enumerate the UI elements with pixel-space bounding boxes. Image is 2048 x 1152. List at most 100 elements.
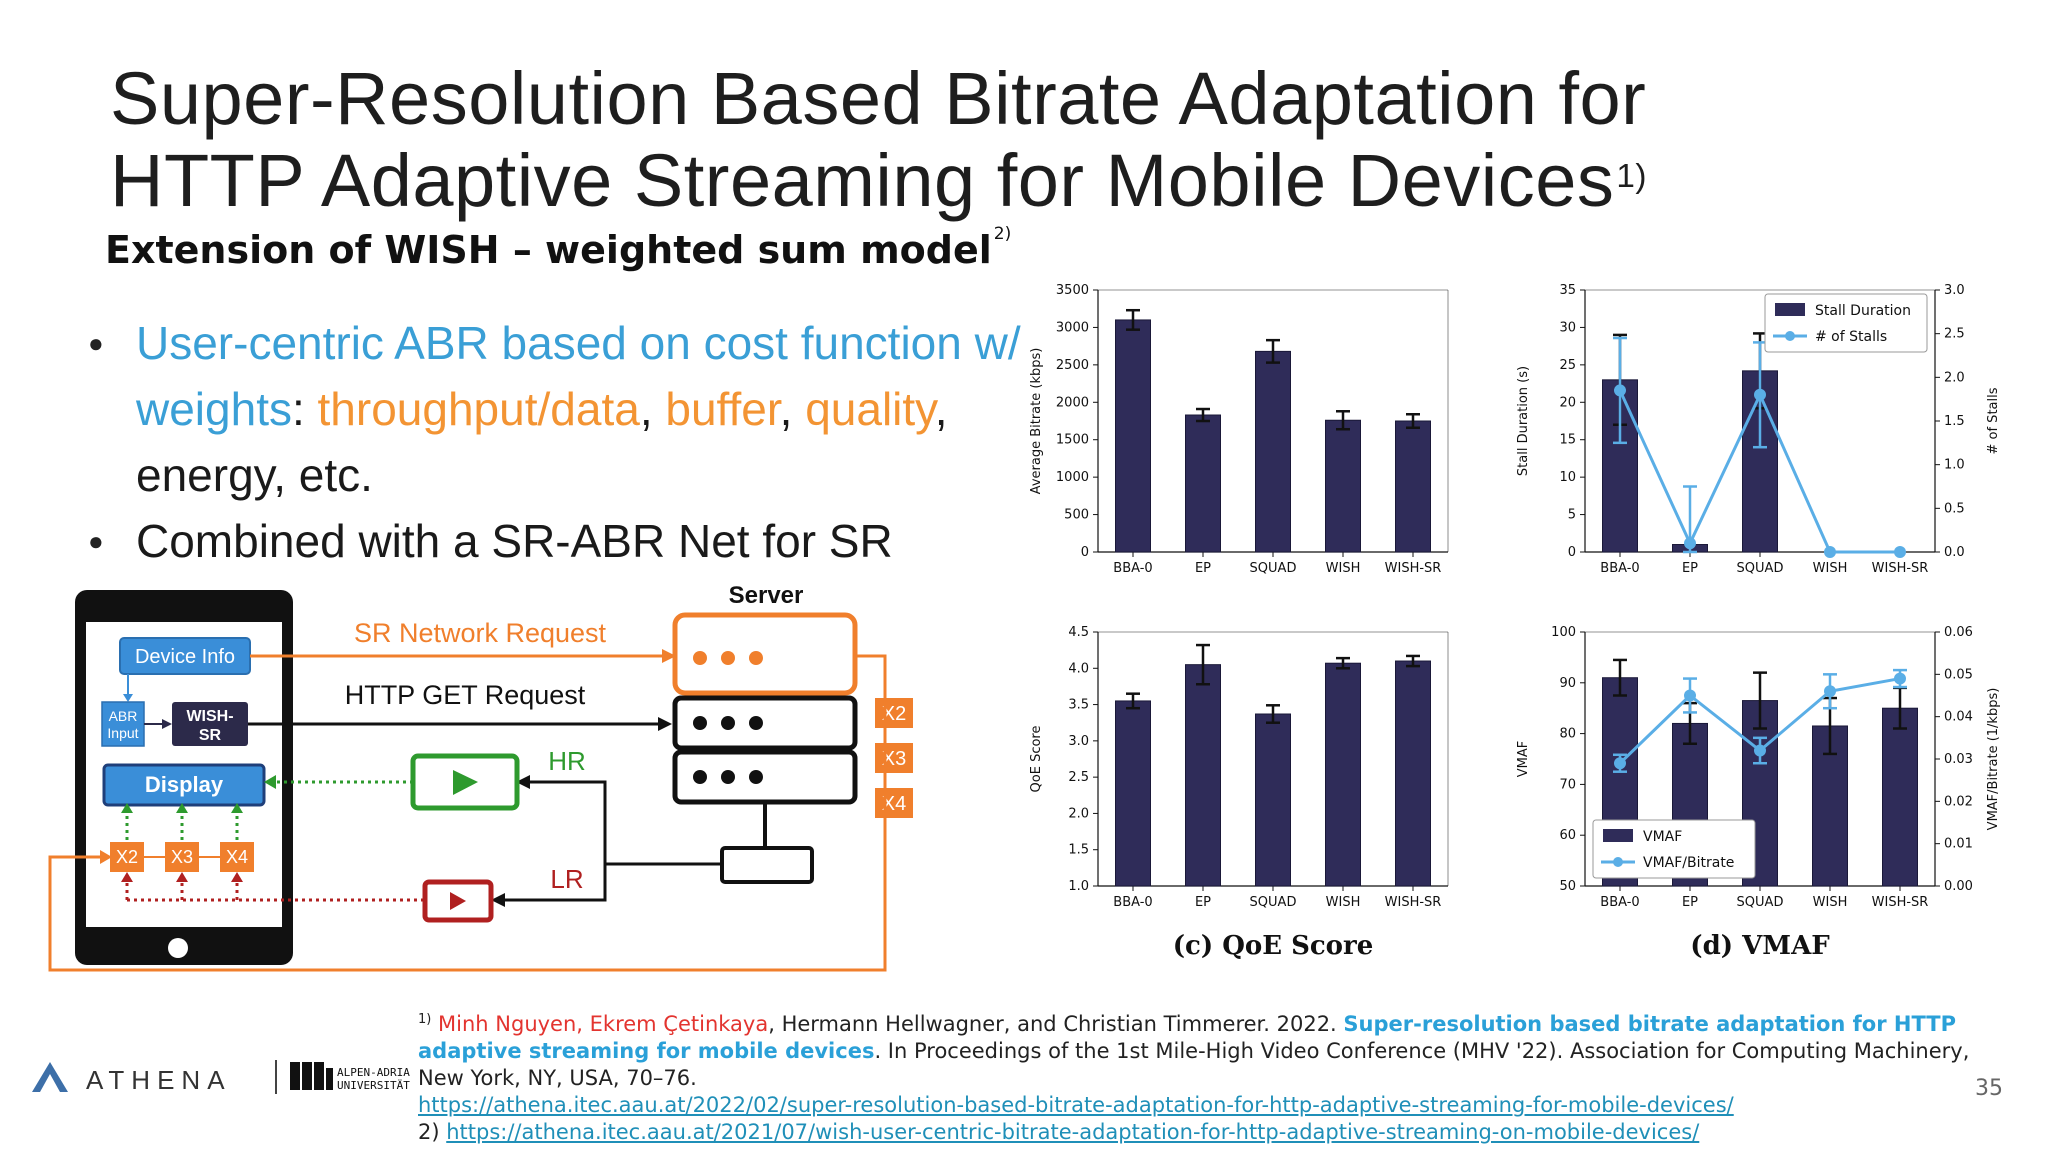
y-axis-label: QoE Score [1029, 726, 1044, 793]
line-point-squad [1754, 388, 1766, 401]
ref-1-paper-title: Super-resolution based bitrate adaptatio… [418, 1012, 1956, 1063]
lr-to-x4-arrowhead [231, 872, 243, 882]
bullet-1-rest: , energy, etc. [136, 383, 948, 501]
y-tick-label: 4.0 [1068, 661, 1089, 676]
x-tick-label-wish: WISH [1326, 561, 1361, 576]
server-x3-label: X3 [882, 748, 906, 770]
y2-tick-label: 0.0 [1944, 545, 1965, 560]
y2-tick-label: 0.03 [1944, 752, 1973, 767]
y-tick-label: 2.0 [1068, 806, 1089, 821]
line-point-squad [1754, 744, 1766, 757]
x-tick-label-bba-0: BBA-0 [1113, 561, 1152, 576]
y2-tick-label: 0.00 [1944, 879, 1973, 894]
server-x4-label: X4 [882, 793, 906, 815]
reference-footnote: 1) Minh Nguyen, Ekrem Çetinkaya, Hermann… [418, 1006, 2018, 1146]
line-point-wish [1824, 685, 1836, 698]
server-to-hr-arrowhead [516, 775, 530, 789]
ref-2-link[interactable]: https://athena.itec.aau.at/2021/07/wish-… [446, 1120, 1700, 1144]
line-point-ep [1684, 689, 1696, 702]
http-get-arrowhead [658, 717, 672, 731]
x-tick-label-wish: WISH [1326, 895, 1361, 910]
legend-swatch-bar [1603, 829, 1633, 842]
hr-to-display-arrowhead [264, 775, 276, 789]
institution-logos: ATHENA ALPEN-ADRIA UNIVERSITÄT [32, 1060, 410, 1095]
legend-swatch-marker [1785, 331, 1795, 341]
x-tick-label-bba-0: BBA-0 [1113, 895, 1152, 910]
line-point-wish-sr [1894, 546, 1906, 558]
wish-sr-label-line-1: WISH- [186, 708, 233, 725]
y2-tick-label: 3.0 [1944, 283, 1965, 298]
sr-model-return-arrowhead [100, 850, 112, 864]
subtitle-text: Extension of WISH – weighted sum model [105, 228, 992, 272]
athena-logo-text: ATHENA [86, 1065, 232, 1095]
y2-axis-label: VMAF/Bitrate (1/kbps) [1986, 688, 2001, 831]
server-rack-3-led-2 [721, 770, 735, 784]
title-line-2: HTTP Adaptive Streaming for Mobile Devic… [110, 139, 1615, 222]
x-tick-label-wish-sr: WISH-SR [1872, 895, 1929, 910]
x-tick-label-wish-sr: WISH-SR [1385, 561, 1442, 576]
y-tick-label: 1500 [1056, 433, 1089, 448]
y-tick-label: 30 [1559, 320, 1576, 335]
y-tick-label: 2500 [1056, 358, 1089, 373]
server-x3-box [875, 743, 913, 773]
bar-ep [1185, 414, 1221, 553]
aau-logo-text-line-2: UNIVERSITÄT [337, 1079, 410, 1092]
y2-tick-label: 0.5 [1944, 501, 1965, 516]
lr-to-x2-arrowhead [121, 872, 133, 882]
title-ref: 1) [1616, 158, 1647, 195]
y2-tick-label: 1.5 [1944, 414, 1965, 429]
legend-swatch-marker [1613, 857, 1623, 867]
legend-label-bar: Stall Duration [1815, 303, 1911, 319]
server-rack-2 [672, 695, 858, 751]
slide-subtitle: Extension of WISH – weighted sum model 2) [105, 224, 1011, 272]
x2-to-display-arrowhead [121, 803, 133, 813]
server-x2-box [875, 698, 913, 728]
sr-server-rack [672, 612, 858, 696]
line-point-wish-sr [1894, 672, 1906, 685]
legend-label-line: # of Stalls [1815, 329, 1887, 345]
y-axis-label: VMAF [1516, 741, 1531, 777]
ref-1-authors: , Hermann Hellwagner, and Christian Timm… [768, 1012, 1344, 1036]
server-rack-3-led-3 [749, 770, 763, 784]
x-tick-label-ep: EP [1682, 561, 1698, 576]
server-x2-label: X2 [882, 703, 906, 725]
line-point-bba-0 [1614, 757, 1626, 770]
phone-x2-box [110, 842, 144, 872]
chart-qoe-score: 1.0 1.5 2.0 2.5 3.0 3.5 4.0 4.5 QoE Score BBA-0 EP… [1029, 625, 1449, 961]
ref-1-authors-highlight: Minh Nguyen, Ekrem Çetinkaya [438, 1012, 769, 1036]
y-tick-label: 100 [1551, 625, 1576, 640]
y-tick-label: 15 [1559, 433, 1576, 448]
x4-to-display-arrowhead [231, 803, 243, 813]
bullet-1-text-a: User-centric ABR based on cost function … [136, 317, 1021, 435]
bullet-1-comma-1: , [639, 383, 666, 435]
y-tick-label: 3000 [1056, 320, 1089, 335]
y-tick-label: 70 [1559, 777, 1576, 792]
line-point-wish [1824, 546, 1836, 558]
wish-sr-label-line-2: SR [199, 727, 222, 744]
y-tick-label: 90 [1559, 676, 1576, 691]
ref-1-link[interactable]: https://athena.itec.aau.at/2022/02/super… [418, 1093, 1734, 1117]
x-tick-label-squad: SQUAD [1737, 895, 1784, 910]
y-tick-label: 10 [1559, 470, 1576, 485]
ref-2-marker: 2) [418, 1120, 447, 1144]
y-tick-label: 0 [1568, 545, 1576, 560]
y2-tick-label: 1.0 [1944, 458, 1965, 473]
server-rack-2-led-2 [721, 716, 735, 730]
hr-play-icon [453, 770, 478, 795]
y-axis-label: Stall Duration (s) [1516, 366, 1531, 476]
bar-squad [1255, 350, 1291, 553]
y-tick-label: 25 [1559, 358, 1576, 373]
y-tick-label: 60 [1559, 828, 1576, 843]
chart-vmaf: 50 60 70 80 90 100 VMAF 0.00 0.01 0.02 0.03 0.04 0.0… [1516, 625, 2001, 961]
x-tick-label-ep: EP [1195, 561, 1211, 576]
line-point-ep [1684, 537, 1696, 550]
sr-request-label: SR Network Request [354, 618, 607, 648]
lr-label: LR [550, 864, 583, 894]
y-tick-label: 20 [1559, 395, 1576, 410]
http-get-label: HTTP GET Request [345, 680, 586, 710]
title-line-1: Super-Resolution Based Bitrate Adaptatio… [110, 57, 1647, 140]
display-box [102, 763, 266, 807]
lr-to-x3-arrowhead [176, 872, 188, 882]
x3-to-display-arrowhead [176, 803, 188, 813]
